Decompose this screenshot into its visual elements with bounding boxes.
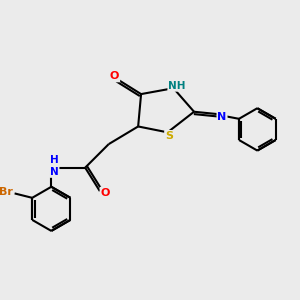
Text: NH: NH (168, 81, 186, 91)
Text: O: O (100, 188, 110, 198)
Text: O: O (110, 71, 119, 81)
Text: H
N: H N (50, 155, 58, 177)
Text: N: N (218, 112, 226, 122)
Text: S: S (165, 131, 173, 141)
Text: Br: Br (0, 187, 13, 197)
